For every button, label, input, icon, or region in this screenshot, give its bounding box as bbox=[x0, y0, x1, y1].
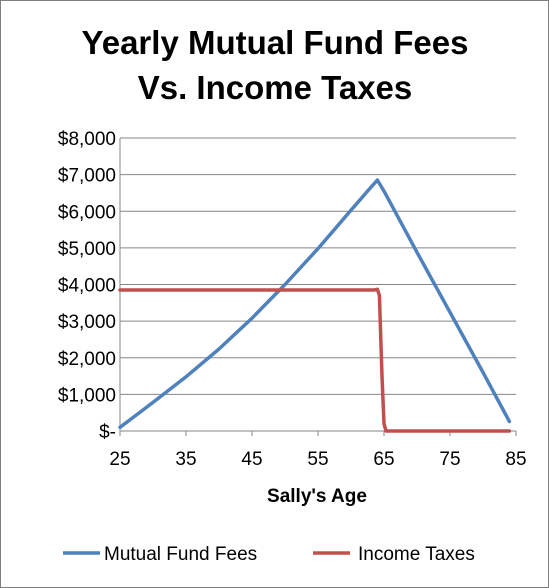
y-tick-label: $4,000 bbox=[58, 276, 116, 297]
y-tick-label: $8,000 bbox=[58, 129, 116, 150]
chart-title-line-2: Vs. Income Taxes bbox=[138, 69, 413, 106]
x-tick-label: 45 bbox=[241, 449, 262, 470]
x-tick-label: 35 bbox=[175, 449, 196, 470]
series-lines bbox=[118, 178, 512, 433]
y-tick-label: $6,000 bbox=[58, 202, 116, 223]
x-tick-label: 75 bbox=[439, 449, 460, 470]
y-tick-labels: $- $1,000 $2,000 $3,000 $4,000 $5,000 $6,000 $7… bbox=[58, 129, 116, 443]
y-tick-label: $- bbox=[99, 422, 116, 443]
gridlines bbox=[120, 137, 516, 395]
x-tick-label: 65 bbox=[373, 449, 394, 470]
series-line-income-taxes bbox=[118, 287, 512, 433]
x-axis-title: Sally's Age bbox=[267, 486, 367, 507]
x-tick-labels: 25 35 45 55 65 75 85 bbox=[109, 449, 526, 470]
y-tick-label: $7,000 bbox=[58, 166, 116, 187]
axes bbox=[119, 138, 517, 436]
y-tick-label: $5,000 bbox=[58, 239, 116, 260]
chart-title-line-1: Yearly Mutual Fund Fees bbox=[82, 24, 469, 61]
legend-label-mutual-fund-fees: Mutual Fund Fees bbox=[104, 544, 257, 565]
y-tick-label: $2,000 bbox=[58, 349, 116, 370]
legend-label-income-taxes: Income Taxes bbox=[358, 544, 475, 565]
x-tick-label: 85 bbox=[505, 449, 526, 470]
y-tick-label: $3,000 bbox=[58, 312, 116, 333]
y-tick-label: $1,000 bbox=[58, 385, 116, 406]
x-tick-label: 55 bbox=[307, 449, 328, 470]
series-line-mutual-fund-fees bbox=[118, 178, 512, 430]
x-tick-label: 25 bbox=[109, 449, 130, 470]
legend: Mutual Fund Fees Income Taxes bbox=[63, 544, 475, 565]
